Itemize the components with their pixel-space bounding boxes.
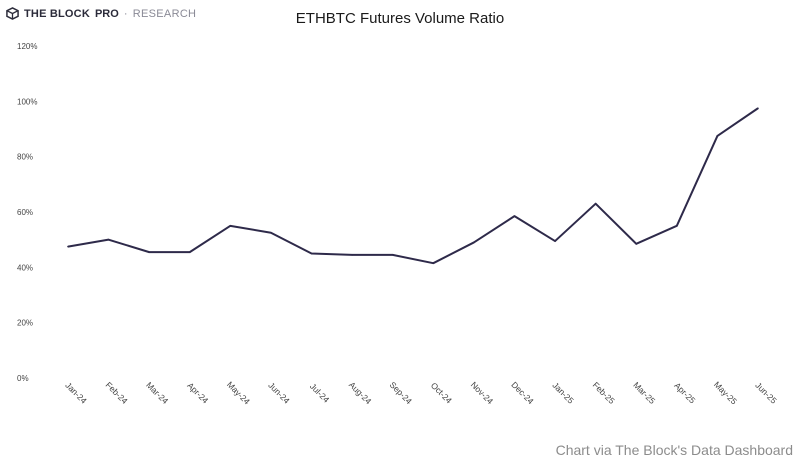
y-tick-label: 100% [17, 97, 37, 106]
brand-separator: · [123, 7, 128, 20]
x-tick-label: Mar-25 [631, 380, 657, 406]
x-tick-label: Mar-24 [144, 380, 170, 406]
x-tick-label: Oct-24 [429, 380, 454, 405]
chart-title: ETHBTC Futures Volume Ratio [295, 10, 505, 27]
data-point [148, 251, 150, 253]
data-point [716, 135, 719, 137]
data-point [554, 240, 556, 242]
x-tick-label: Jun-24 [266, 380, 292, 406]
data-point [229, 225, 232, 227]
x-tick-label: Nov-24 [469, 380, 496, 407]
x-tick-label: Feb-25 [591, 380, 617, 406]
y-tick-label: 60% [17, 208, 33, 217]
data-point [270, 231, 272, 234]
series-line [67, 107, 759, 265]
x-tick-label: Feb-24 [104, 380, 130, 406]
data-point [107, 238, 110, 241]
y-tick-label: 80% [17, 153, 33, 162]
x-tick-label: Jul-24 [308, 381, 332, 405]
data-point [676, 225, 678, 227]
y-tick-label: 0% [17, 374, 29, 383]
y-tick-label: 40% [17, 263, 33, 272]
data-point [188, 251, 191, 253]
data-point [473, 241, 475, 244]
x-tick-label: Sep-24 [388, 380, 415, 407]
chart-credit: Chart via The Block's Data Dashboard [555, 442, 793, 458]
x-tick-label: Jan-25 [550, 380, 576, 406]
brand-sub: RESEARCH [132, 7, 197, 20]
y-tick-label: 20% [17, 319, 33, 328]
y-tick-label: 120% [17, 42, 37, 51]
x-tick-label: May-24 [225, 379, 252, 406]
x-tick-label: Apr-24 [185, 380, 210, 405]
x-tick-label: Jan-24 [63, 380, 89, 406]
brand-name: THE BLOCK [24, 7, 90, 20]
brand-logo: THE BLOCK PRO · RESEARCH [6, 7, 196, 20]
data-point [513, 215, 516, 217]
x-tick-label: Jun-25 [753, 380, 779, 406]
brand-pro: PRO [94, 7, 119, 20]
x-axis: Jan-24 Feb-24 Mar-24 Apr-24 May-24 Jun-24 Jul-… [63, 379, 779, 406]
series-group [67, 107, 759, 265]
data-point [635, 243, 638, 245]
data-point [757, 107, 759, 110]
y-axis: 0% 20% 40% 60% 80% 100% 120% [17, 42, 37, 383]
the-block-cube-icon [6, 7, 19, 20]
x-tick-label: Aug-24 [347, 380, 374, 407]
data-point [351, 254, 353, 256]
data-point [432, 262, 435, 264]
data-point [310, 252, 313, 255]
x-tick-label: May-25 [712, 379, 739, 406]
data-point [391, 254, 394, 256]
x-tick-label: Apr-25 [672, 380, 697, 405]
data-point [67, 245, 69, 248]
x-tick-label: Dec-24 [509, 380, 536, 407]
data-point [594, 202, 597, 205]
